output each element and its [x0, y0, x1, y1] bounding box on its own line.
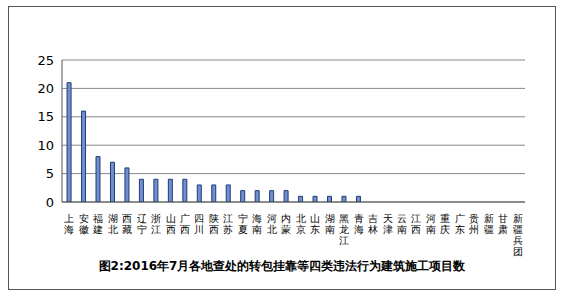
- svg-text:州: 州: [469, 224, 479, 235]
- svg-text:宁: 宁: [137, 224, 147, 235]
- svg-text:15: 15: [37, 109, 54, 124]
- svg-text:蒙: 蒙: [281, 224, 291, 235]
- html-text:图2:2016年7月各地查处的转包挂靠等四类违法行为建筑施工: 图2:2016年7月各地查处的转包挂靠等四类违法行为建筑施工项目数: [98, 259, 466, 273]
- svg-text:西: 西: [166, 224, 176, 235]
- svg-text:辽: 辽: [137, 213, 147, 224]
- svg-text:南: 南: [252, 224, 262, 235]
- svg-text:重: 重: [440, 213, 450, 224]
- svg-text:广: 广: [455, 213, 465, 224]
- svg-text:贵: 贵: [469, 213, 479, 224]
- svg-text:20: 20: [37, 81, 54, 96]
- svg-text:徽: 徽: [79, 224, 89, 235]
- svg-text:建: 建: [92, 224, 103, 235]
- svg-text:江: 江: [411, 213, 421, 224]
- svg-text:云: 云: [397, 213, 407, 224]
- svg-text:湖: 湖: [325, 213, 335, 224]
- svg-text:内: 内: [281, 213, 291, 224]
- svg-text:陕: 陕: [209, 213, 219, 224]
- svg-text:兵: 兵: [513, 235, 523, 246]
- svg-text:福: 福: [93, 213, 103, 224]
- svg-text:海: 海: [252, 213, 262, 224]
- svg-text:江: 江: [339, 235, 349, 246]
- svg-text:龙: 龙: [339, 224, 349, 235]
- svg-text:吉: 吉: [368, 213, 378, 224]
- svg-text:5: 5: [46, 166, 54, 181]
- svg-text:青: 青: [354, 213, 364, 224]
- svg-text:西: 西: [209, 224, 219, 235]
- svg-text:夏: 夏: [238, 224, 248, 235]
- svg-text:河: 河: [267, 213, 277, 224]
- svg-text:浙: 浙: [151, 213, 161, 224]
- svg-text:湖: 湖: [108, 213, 118, 224]
- svg-text:黑: 黑: [339, 213, 349, 224]
- svg-text:江: 江: [223, 213, 233, 224]
- svg-text:宁: 宁: [238, 213, 248, 224]
- svg-text:团: 团: [513, 246, 523, 257]
- svg-text:肃: 肃: [498, 224, 508, 235]
- svg-text:江: 江: [151, 224, 161, 235]
- svg-text:藏: 藏: [122, 224, 132, 235]
- svg-text:疆: 疆: [513, 224, 523, 235]
- svg-text:川: 川: [194, 224, 204, 235]
- svg-text:西: 西: [411, 224, 421, 235]
- svg-text:林: 林: [367, 224, 378, 235]
- svg-text:山: 山: [310, 213, 320, 224]
- svg-text:上: 上: [64, 213, 74, 224]
- svg-text:南: 南: [325, 224, 335, 235]
- svg-text:北: 北: [296, 213, 306, 224]
- svg-text:南: 南: [426, 224, 436, 235]
- svg-text:安: 安: [79, 213, 89, 224]
- svg-text:新: 新: [513, 213, 523, 224]
- svg-text:海: 海: [64, 224, 74, 235]
- svg-text:苏: 苏: [223, 224, 233, 235]
- svg-text:庆: 庆: [440, 224, 450, 235]
- svg-text:海: 海: [354, 224, 364, 235]
- svg-text:天: 天: [383, 213, 393, 224]
- svg-text:广: 广: [180, 213, 190, 224]
- svg-text:南: 南: [397, 224, 407, 235]
- svg-text:北: 北: [267, 224, 277, 235]
- svg-text:津: 津: [383, 224, 393, 235]
- svg-text:东: 东: [310, 224, 320, 235]
- svg-text:山: 山: [166, 213, 176, 224]
- svg-text:东: 东: [455, 224, 465, 235]
- svg-text:0: 0: [46, 195, 54, 210]
- svg-text:西: 西: [180, 224, 190, 235]
- svg-text:新: 新: [484, 213, 494, 224]
- svg-text:25: 25: [37, 53, 54, 68]
- svg-text:10: 10: [37, 138, 54, 153]
- svg-text:四: 四: [194, 213, 204, 224]
- svg-text:北: 北: [108, 224, 118, 235]
- svg-text:甘: 甘: [498, 213, 508, 224]
- svg-text:疆: 疆: [484, 224, 494, 235]
- svg-text:西: 西: [122, 213, 132, 224]
- svg-text:京: 京: [296, 224, 306, 235]
- svg-text:河: 河: [426, 213, 436, 224]
